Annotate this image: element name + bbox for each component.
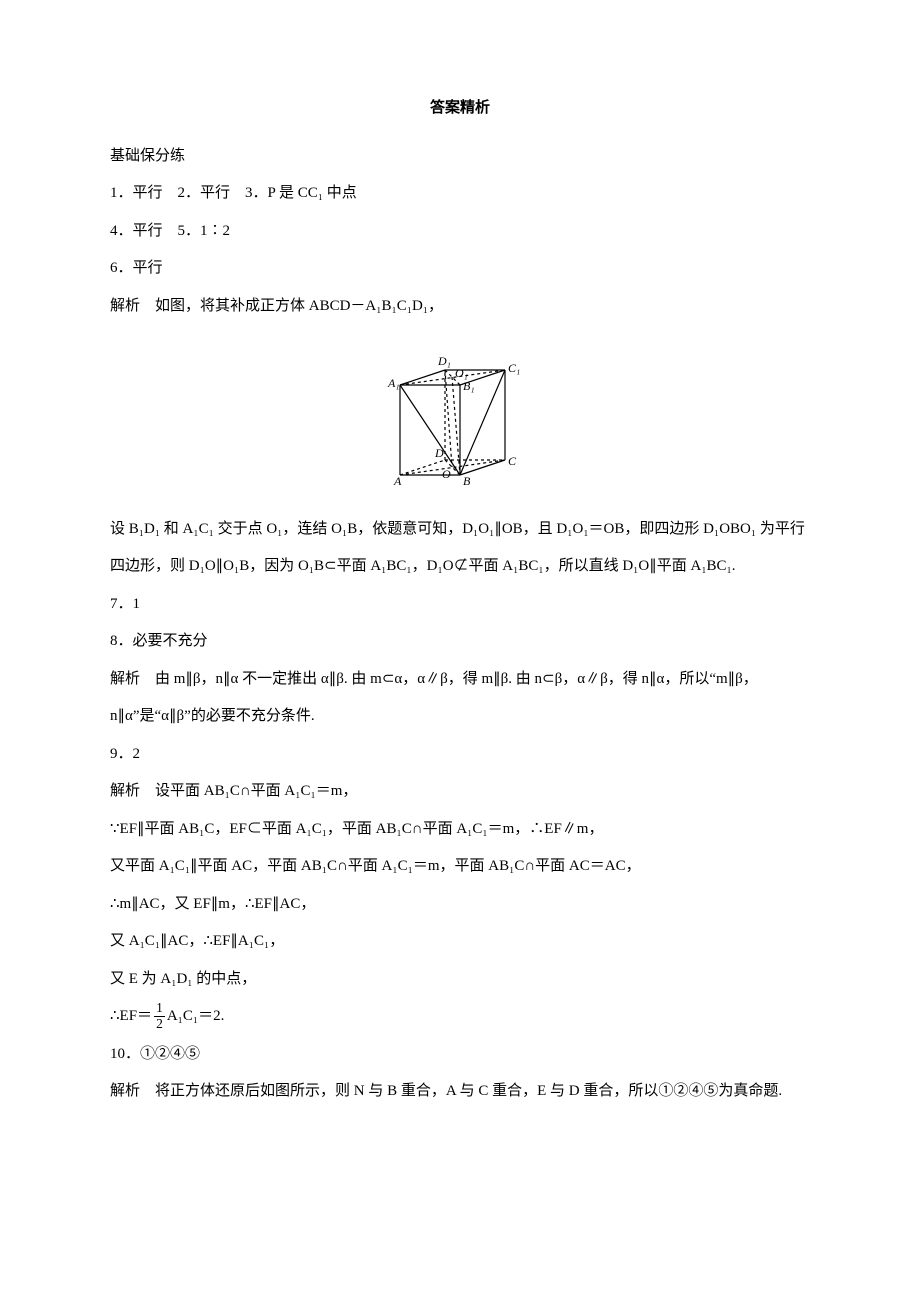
explain-9-l2: ∵EF∥平面 AB₁C，EF⊂平面 A₁C₁，平面 AB₁C∩平面 A₁C₁＝m… — [110, 811, 810, 849]
svg-text:D: D — [434, 446, 444, 460]
svg-text:B₁: B₁ — [463, 379, 475, 393]
section-title: 基础保分练 — [110, 138, 810, 176]
page-title: 答案精析 — [110, 90, 810, 128]
explain-10: 解析 将正方体还原后如图所示，则 N 与 B 重合，A 与 C 重合，E 与 D… — [110, 1073, 810, 1111]
explain-9-l3: 又平面 A₁C₁∥平面 AC，平面 AB₁C∩平面 A₁C₁＝m，平面 AB₁C… — [110, 848, 810, 886]
explain-6-body: 设 B₁D₁ 和 A₁C₁ 交于点 O₁，连结 O₁B，依题意可知，D₁O₁∥O… — [110, 511, 810, 586]
explain-9-l4: ∴m∥AC，又 EF∥m，∴EF∥AC， — [110, 886, 810, 924]
answer-7: 7．1 — [110, 586, 810, 624]
cube-figure: A B C D A₁ B₁ C₁ D₁ O O₁ — [110, 335, 810, 501]
svg-text:D₁: D₁ — [437, 354, 451, 368]
answer-6: 6．平行 — [110, 250, 810, 288]
svg-text:A: A — [393, 474, 402, 485]
explain-9-l5: 又 A₁C₁∥AC，∴EF∥A₁C₁， — [110, 923, 810, 961]
svg-text:O₁: O₁ — [455, 366, 468, 380]
explain-8: 解析 由 m∥β，n∥α 不一定推出 α∥β. 由 m⊂α，α∥β，得 m∥β.… — [110, 661, 810, 736]
answer-1-3: 1．平行 2．平行 3．P 是 CC₁ 中点 — [110, 175, 810, 213]
explain-9-l7: ∴EF＝12A₁C₁＝2. — [110, 998, 810, 1036]
svg-text:B: B — [463, 474, 471, 485]
svg-text:A₁: A₁ — [387, 376, 400, 390]
explain-6-intro: 解析 如图，将其补成正方体 ABCD－A₁B₁C₁D₁， — [110, 288, 810, 326]
answer-9: 9．2 — [110, 736, 810, 774]
svg-text:C₁: C₁ — [508, 361, 520, 375]
answer-10: 10．①②④⑤ — [110, 1036, 810, 1074]
ef-eq-pre: ∴EF＝ — [110, 1008, 152, 1024]
fraction-half: 12 — [154, 1001, 165, 1032]
explain-9-l6: 又 E 为 A₁D₁ 的中点， — [110, 961, 810, 999]
explain-9-l1: 解析 设平面 AB₁C∩平面 A₁C₁＝m， — [110, 773, 810, 811]
answer-4-5: 4．平行 5．1∶2 — [110, 213, 810, 251]
svg-text:O: O — [442, 467, 451, 481]
ef-eq-post: A₁C₁＝2. — [167, 1008, 225, 1024]
svg-text:C: C — [508, 454, 517, 468]
answer-8: 8．必要不充分 — [110, 623, 810, 661]
